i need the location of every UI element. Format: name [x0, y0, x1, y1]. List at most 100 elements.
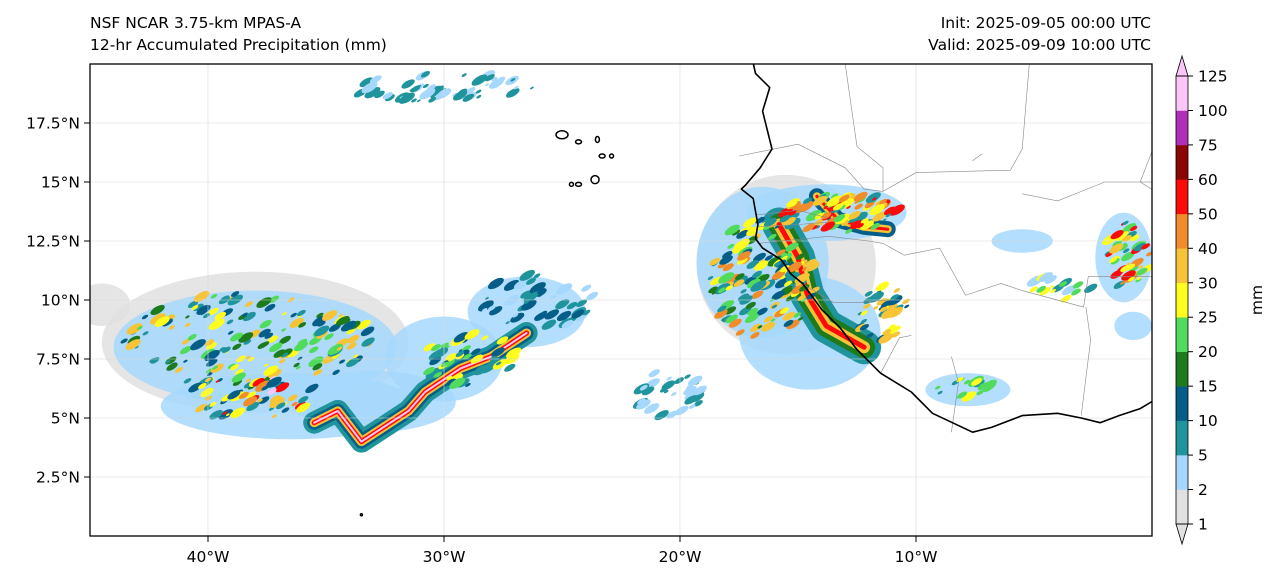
coastline — [359, 64, 1152, 517]
precip-cell — [544, 309, 560, 320]
precip-cell — [1122, 248, 1130, 254]
precip-cell — [230, 291, 240, 297]
colorbar-tick-label: 10 — [1198, 412, 1218, 430]
precip-cell — [963, 379, 971, 385]
precip-cell — [654, 410, 669, 421]
precip-cell — [538, 294, 542, 297]
precip-cell — [264, 332, 274, 339]
colorbar-segment — [1176, 455, 1188, 490]
precip-cell — [757, 325, 763, 329]
country-border — [755, 209, 827, 218]
precip-cell — [882, 328, 892, 336]
precip-cell — [582, 309, 591, 316]
precip-cell — [586, 291, 599, 301]
precip-cell — [361, 81, 378, 94]
precip-cell — [423, 366, 435, 376]
precip-cell — [810, 286, 820, 294]
precip-cell — [787, 261, 802, 273]
precip-cell — [433, 371, 443, 378]
precip-cell — [550, 295, 557, 300]
precip-cell — [197, 383, 207, 390]
precip-cell — [771, 304, 778, 309]
valid-time: Valid: 2025-09-09 10:00 UTC — [928, 36, 1151, 54]
precip-cell — [977, 382, 989, 391]
precip-cell — [142, 331, 149, 336]
colorbar-segment — [1176, 213, 1188, 249]
colorbar-frame — [1175, 75, 1189, 525]
precip-cell — [525, 277, 537, 285]
precip-cell — [309, 346, 319, 354]
precip-cell — [750, 323, 762, 332]
precip-cell — [298, 395, 309, 404]
precip-cell — [717, 305, 727, 313]
precip-cell — [805, 209, 822, 222]
precip-cell — [266, 376, 282, 388]
precip-cell — [663, 389, 669, 394]
precip-cell — [771, 290, 785, 301]
precip-cell — [751, 290, 764, 299]
precip-cell — [793, 312, 802, 318]
precip-cell — [440, 361, 449, 368]
precip-cell — [1061, 285, 1076, 296]
precip-cell — [212, 365, 218, 370]
precip-cell — [1039, 287, 1051, 296]
precip-cell — [768, 233, 777, 240]
precip-cell — [892, 325, 901, 332]
precip-cell — [238, 332, 254, 343]
precip-cell — [227, 330, 234, 335]
precip-cell — [710, 277, 722, 286]
precip-cell — [763, 315, 774, 323]
precip-cell — [273, 349, 286, 358]
precip-cell — [313, 369, 322, 376]
colorbar-segment — [1176, 282, 1188, 318]
colorbar-segment — [1176, 248, 1188, 284]
precip-cell — [462, 93, 475, 102]
precip-cell — [537, 288, 546, 295]
precip-cell — [492, 359, 508, 370]
lon-tick-label: 20°W — [659, 548, 702, 566]
lat-tick-label: 17.5°N — [26, 115, 80, 133]
precip-cell — [446, 378, 457, 386]
precip-cell — [431, 344, 441, 352]
lat-tick-label: 7.5°N — [36, 351, 80, 369]
precip-cell — [242, 311, 256, 322]
country-border — [1022, 181, 1152, 202]
lat-tick-label: 5°N — [51, 410, 80, 428]
country-border — [882, 64, 1030, 192]
precip-cell — [581, 284, 592, 292]
precip-cell — [360, 326, 375, 337]
precip-cell — [803, 197, 812, 204]
precip-cell — [183, 378, 192, 384]
precip-cell — [779, 307, 790, 314]
precip-cell — [869, 204, 885, 216]
precip-cell — [141, 314, 149, 320]
colorbar-label: mm — [1248, 285, 1266, 315]
precip-cell — [841, 220, 849, 227]
island-outline — [608, 153, 615, 159]
precip-cell — [576, 299, 588, 308]
precip-cell — [724, 224, 740, 236]
precip-base-area — [467, 276, 586, 348]
precip-cell — [1050, 288, 1057, 293]
colorbar-tick-label: 125 — [1198, 68, 1228, 86]
precip-cell — [854, 200, 860, 204]
precip-cell — [774, 225, 780, 229]
precip-cell — [865, 192, 881, 203]
precip-cell — [826, 195, 843, 207]
colorbar-tick-label: 75 — [1198, 136, 1218, 154]
precip-cell — [208, 318, 225, 330]
colorbar-segment — [1176, 76, 1188, 111]
precip-cell — [786, 200, 798, 208]
precip-cell — [205, 342, 217, 350]
precip-cell — [737, 251, 751, 261]
precip-cell — [428, 96, 437, 103]
island-outline — [590, 174, 600, 185]
precip-cell — [225, 413, 230, 417]
precip-cell — [196, 304, 211, 315]
precip-cell — [753, 252, 766, 262]
precip-cell — [833, 214, 846, 223]
precip-cell — [440, 342, 449, 349]
precip-cell — [1141, 243, 1150, 250]
precip-cell — [801, 267, 808, 272]
